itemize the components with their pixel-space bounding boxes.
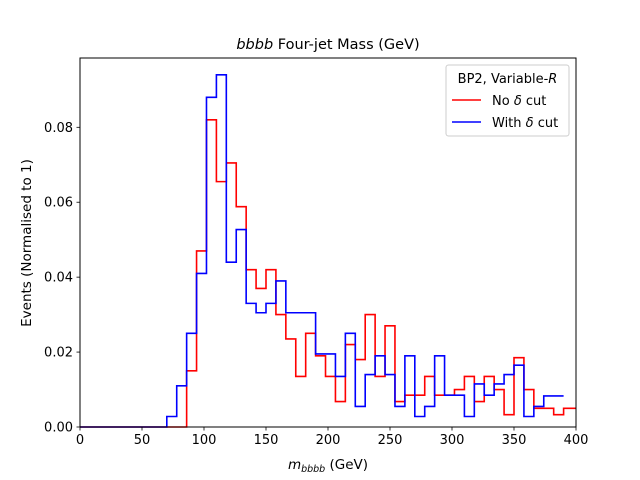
y-axis-ticks: 0.00 0.02 0.04 0.06 0.08	[44, 121, 80, 436]
x-tick-label: 250	[378, 433, 403, 448]
x-tick-label: 150	[254, 433, 279, 448]
x-tick-label: 0	[76, 433, 84, 448]
y-tick-label: 0.04	[44, 271, 73, 286]
y-tick-label: 0.08	[44, 121, 73, 136]
y-axis-label: Events (Normalised to 1)	[19, 159, 35, 327]
legend-box	[445, 64, 570, 137]
x-tick-label: 300	[440, 433, 465, 448]
x-tick-label: 50	[134, 433, 151, 448]
legend-label-no-cut: No δ cut	[492, 94, 546, 109]
x-tick-label: 100	[192, 433, 217, 448]
series-line-no-cut	[80, 119, 576, 428]
x-axis-label: mbbbb (GeV)	[288, 457, 368, 475]
x-tick-label: 350	[502, 433, 527, 448]
series-layer	[80, 74, 576, 428]
legend-label-with-cut: With δ cut	[492, 116, 558, 131]
x-tick-label: 200	[316, 433, 341, 448]
series-line-with-cut	[80, 74, 564, 428]
y-tick-label: 0.06	[44, 196, 73, 211]
legend: BP2, Variable-R No δ cut With δ cut	[445, 64, 570, 137]
legend-title: BP2, Variable-R	[458, 72, 558, 87]
chart-title: bbbb Four-jet Mass (GeV)	[236, 37, 419, 53]
y-tick-label: 0.00	[44, 421, 73, 436]
y-tick-label: 0.02	[44, 346, 73, 361]
x-axis-ticks: 0 50 100 150 200 250 300 350 400	[76, 427, 589, 448]
x-tick-label: 400	[564, 433, 589, 448]
